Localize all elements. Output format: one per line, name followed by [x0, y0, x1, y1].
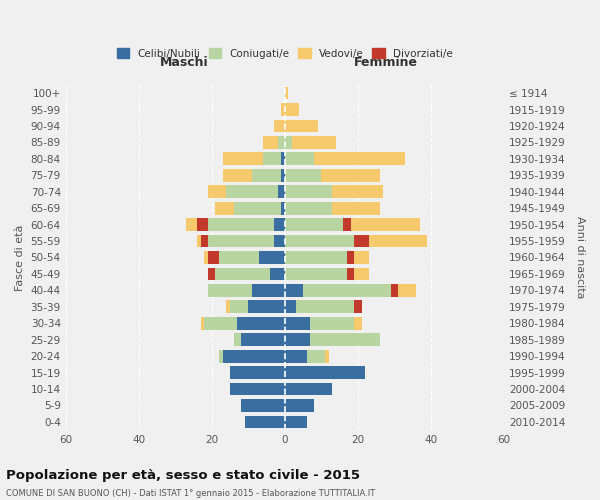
Bar — [263, 136, 278, 149]
Bar — [226, 300, 230, 313]
Bar — [310, 317, 354, 330]
Bar — [285, 399, 314, 412]
Bar — [285, 218, 343, 231]
Bar — [354, 300, 362, 313]
Bar — [205, 317, 238, 330]
Bar — [322, 169, 380, 181]
Bar — [205, 251, 208, 264]
Bar — [215, 202, 233, 214]
Bar — [296, 300, 354, 313]
Bar — [354, 251, 369, 264]
Bar — [285, 86, 289, 100]
Legend: Celibi/Nubili, Coniugati/e, Vedovi/e, Divorziati/e: Celibi/Nubili, Coniugati/e, Vedovi/e, Di… — [114, 45, 456, 62]
Bar — [354, 268, 369, 280]
Bar — [238, 317, 285, 330]
Bar — [201, 234, 208, 248]
Y-axis label: Anni di nascita: Anni di nascita — [575, 216, 585, 298]
Bar — [219, 251, 259, 264]
Bar — [281, 152, 285, 165]
Bar — [303, 284, 391, 297]
Bar — [197, 218, 208, 231]
Bar — [252, 169, 281, 181]
Bar — [314, 152, 406, 165]
Bar — [343, 218, 350, 231]
Bar — [208, 268, 215, 280]
Text: Femmine: Femmine — [353, 56, 418, 70]
Bar — [223, 152, 263, 165]
Bar — [332, 186, 383, 198]
Bar — [248, 300, 285, 313]
Bar — [230, 366, 285, 379]
Bar — [233, 334, 241, 346]
Bar — [201, 317, 205, 330]
Bar — [281, 169, 285, 181]
Bar — [263, 152, 281, 165]
Bar — [285, 284, 303, 297]
Bar — [292, 136, 336, 149]
Bar — [285, 186, 332, 198]
Bar — [241, 334, 285, 346]
Y-axis label: Fasce di età: Fasce di età — [15, 224, 25, 290]
Bar — [347, 251, 354, 264]
Bar — [285, 350, 307, 362]
Bar — [354, 317, 362, 330]
Bar — [285, 268, 347, 280]
Bar — [350, 218, 420, 231]
Bar — [310, 334, 380, 346]
Bar — [226, 186, 278, 198]
Bar — [285, 202, 332, 214]
Bar — [208, 218, 274, 231]
Bar — [223, 350, 285, 362]
Bar — [245, 416, 285, 428]
Bar — [285, 317, 310, 330]
Bar — [285, 382, 332, 396]
Text: Popolazione per età, sesso e stato civile - 2015: Popolazione per età, sesso e stato civil… — [6, 470, 360, 482]
Bar — [354, 234, 369, 248]
Bar — [278, 186, 285, 198]
Bar — [259, 251, 285, 264]
Bar — [186, 218, 197, 231]
Bar — [285, 334, 310, 346]
Bar — [347, 268, 354, 280]
Bar — [285, 300, 296, 313]
Text: COMUNE DI SAN BUONO (CH) - Dati ISTAT 1° gennaio 2015 - Elaborazione TUTTITALIA.: COMUNE DI SAN BUONO (CH) - Dati ISTAT 1°… — [6, 488, 375, 498]
Bar — [285, 234, 354, 248]
Bar — [215, 268, 270, 280]
Bar — [197, 234, 201, 248]
Bar — [219, 350, 223, 362]
Bar — [208, 186, 226, 198]
Bar — [285, 152, 314, 165]
Bar — [369, 234, 427, 248]
Text: Maschi: Maschi — [160, 56, 208, 70]
Bar — [241, 399, 285, 412]
Bar — [274, 234, 285, 248]
Bar — [285, 416, 307, 428]
Bar — [307, 350, 325, 362]
Bar — [252, 284, 285, 297]
Bar — [270, 268, 285, 280]
Bar — [230, 382, 285, 396]
Bar — [208, 251, 219, 264]
Bar — [281, 202, 285, 214]
Bar — [223, 169, 252, 181]
Bar — [398, 284, 416, 297]
Bar — [274, 120, 285, 132]
Bar — [230, 300, 248, 313]
Bar — [332, 202, 380, 214]
Bar — [278, 136, 285, 149]
Bar — [285, 103, 299, 116]
Bar — [325, 350, 329, 362]
Bar — [274, 218, 285, 231]
Bar — [285, 251, 347, 264]
Bar — [285, 169, 322, 181]
Bar — [281, 103, 285, 116]
Bar — [285, 136, 292, 149]
Bar — [285, 120, 317, 132]
Bar — [391, 284, 398, 297]
Bar — [233, 202, 281, 214]
Bar — [208, 234, 274, 248]
Bar — [285, 366, 365, 379]
Bar — [208, 284, 252, 297]
